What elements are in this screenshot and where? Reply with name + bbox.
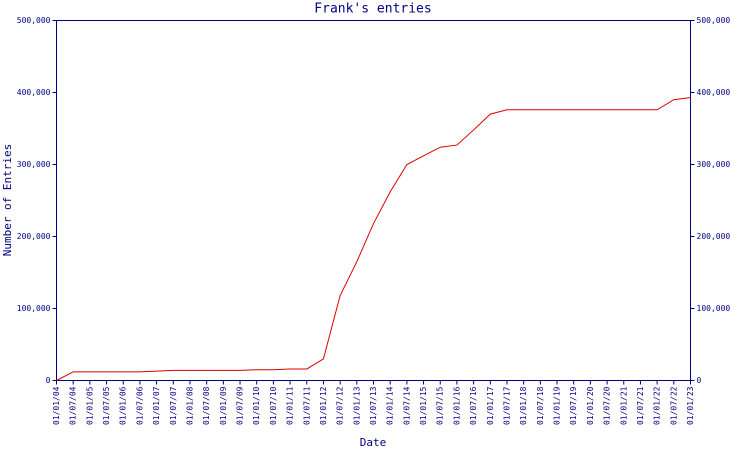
y-tick-label: 400,000 bbox=[17, 88, 51, 97]
y-tick-label: 100,000 bbox=[17, 304, 51, 313]
x-tick-label: 01/01/20 bbox=[586, 386, 595, 425]
y2-tick-label: 100,000 bbox=[697, 304, 731, 313]
y-axis-label: Number of Entries bbox=[1, 144, 14, 257]
x-tick-label: 01/01/15 bbox=[419, 386, 428, 425]
y2-tick-label: 500,000 bbox=[697, 16, 731, 25]
x-tick-label: 01/07/16 bbox=[469, 386, 478, 425]
data-line bbox=[56, 97, 691, 381]
x-tick-label: 01/07/09 bbox=[236, 386, 245, 425]
x-tick-label: 01/01/05 bbox=[85, 386, 94, 425]
x-tick-label: 01/07/14 bbox=[402, 386, 411, 425]
x-tick-label: 01/07/19 bbox=[569, 386, 578, 425]
x-tick-label: 01/07/07 bbox=[169, 386, 178, 425]
y-tick-label: 0 bbox=[46, 376, 51, 385]
x-tick-label: 01/01/08 bbox=[185, 386, 194, 425]
x-tick-label: 01/07/08 bbox=[202, 386, 211, 425]
x-tick-label: 01/01/09 bbox=[219, 386, 228, 425]
x-tick-label: 01/07/17 bbox=[502, 386, 511, 425]
x-tick-label: 01/01/19 bbox=[553, 386, 562, 425]
x-tick-label: 01/01/07 bbox=[152, 386, 161, 425]
x-tick-label: 01/01/22 bbox=[653, 386, 662, 425]
x-tick-label: 01/01/10 bbox=[252, 386, 261, 425]
x-tick-label: 01/07/22 bbox=[669, 386, 678, 425]
x-tick-label: 01/07/20 bbox=[603, 386, 612, 425]
y2-tick-label: 200,000 bbox=[697, 232, 731, 241]
x-tick-label: 01/01/04 bbox=[52, 386, 61, 425]
x-tick-label: 01/01/11 bbox=[286, 386, 295, 425]
x-tick-label: 01/07/06 bbox=[135, 386, 144, 425]
x-tick-label: 01/01/06 bbox=[119, 386, 128, 425]
x-tick-label: 01/07/05 bbox=[102, 386, 111, 425]
x-tick-label: 01/07/15 bbox=[436, 386, 445, 425]
x-tick-label: 01/07/10 bbox=[269, 386, 278, 425]
x-tick-label: 01/07/13 bbox=[369, 386, 378, 425]
x-tick-label: 01/07/12 bbox=[336, 386, 345, 425]
x-tick-label: 01/01/17 bbox=[486, 386, 495, 425]
x-axis-label: Date bbox=[360, 436, 387, 449]
x-tick-label: 01/07/04 bbox=[69, 386, 78, 425]
x-tick-label: 01/01/14 bbox=[386, 386, 395, 425]
y2-tick-label: 300,000 bbox=[697, 160, 731, 169]
x-tick-label: 01/01/12 bbox=[319, 386, 328, 425]
x-tick-label: 01/07/18 bbox=[536, 386, 545, 425]
x-tick-label: 01/01/13 bbox=[352, 386, 361, 425]
x-tick-label: 01/07/21 bbox=[636, 386, 645, 425]
y-tick-label: 200,000 bbox=[17, 232, 51, 241]
y2-tick-label: 0 bbox=[697, 376, 702, 385]
y2-tick-label: 400,000 bbox=[697, 88, 731, 97]
x-tick-label: 01/01/23 bbox=[686, 386, 695, 425]
x-tick-label: 01/07/11 bbox=[302, 386, 311, 425]
chart-title: Frank's entries bbox=[314, 2, 431, 17]
y-tick-label: 300,000 bbox=[17, 160, 51, 169]
x-tick-label: 01/01/16 bbox=[452, 386, 461, 425]
y-tick-label: 500,000 bbox=[17, 16, 51, 25]
x-tick-label: 01/01/18 bbox=[519, 386, 528, 425]
x-tick-label: 01/01/21 bbox=[619, 386, 628, 425]
